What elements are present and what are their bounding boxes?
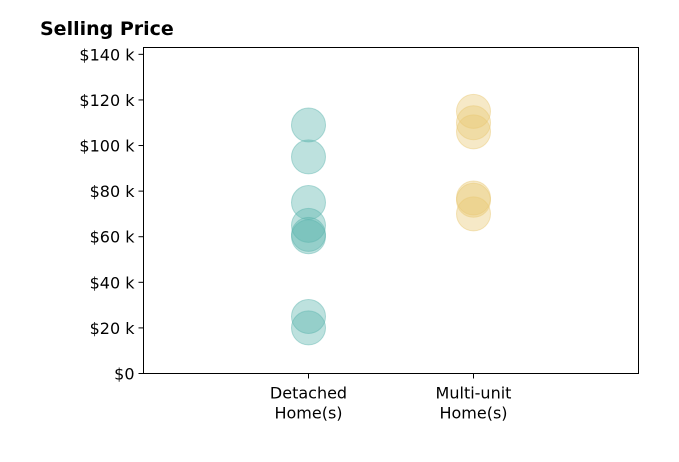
x-axis: Detached Home(s) Multi-unit Home(s) (270, 373, 512, 423)
data-point (291, 216, 326, 252)
data-points (291, 93, 491, 346)
y-tick-label: $40 k (90, 273, 136, 292)
y-tick-label: $0 (114, 365, 134, 384)
x-category-label: Multi-unit Home(s) (436, 384, 512, 423)
y-axis: $0 $20 k $40 k $60 k $80 k $100 k $120 k $140 k (79, 45, 144, 384)
data-point (456, 196, 491, 232)
data-point (456, 93, 491, 129)
y-tick-label: $60 k (90, 228, 136, 247)
data-point (291, 310, 326, 346)
data-point (291, 139, 326, 175)
plot-area (143, 47, 639, 374)
data-point (456, 182, 491, 218)
x-category-label: Detached Home(s) (270, 384, 347, 423)
data-point (456, 180, 491, 216)
data-point (456, 105, 491, 141)
data-point (456, 114, 491, 150)
data-point (291, 219, 326, 255)
data-point (291, 299, 326, 335)
y-tick-label: $120 k (79, 91, 135, 110)
y-tick-label: $140 k (79, 45, 135, 64)
data-point (291, 185, 326, 221)
y-tick-label: $100 k (79, 137, 135, 156)
chart-title: Selling Price (40, 18, 174, 40)
data-point (291, 107, 326, 143)
y-tick-label: $80 k (90, 182, 136, 201)
data-point (291, 207, 326, 243)
y-tick-label: $20 k (90, 319, 136, 338)
